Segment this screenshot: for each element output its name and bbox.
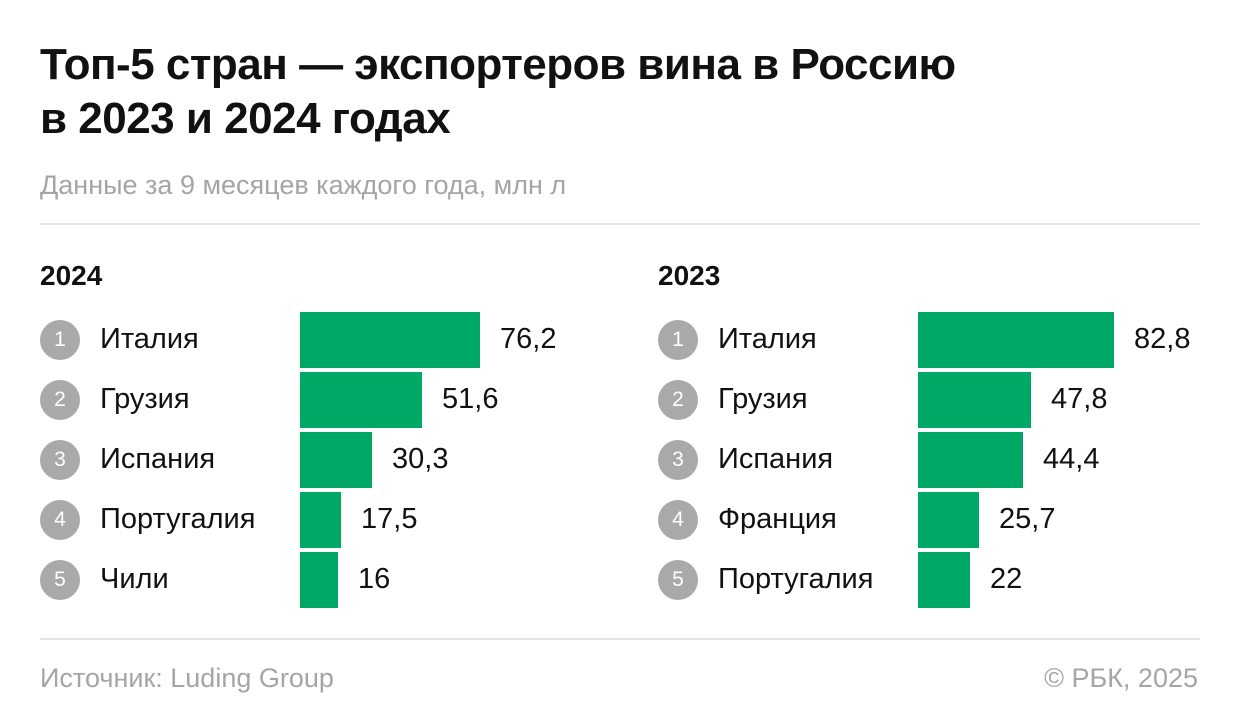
country-label: Италия xyxy=(718,323,817,355)
country-label: Италия xyxy=(100,323,199,355)
panel-2024: 2024 1 Италия 76,2 2 Грузия 51,6 3 Испания 30,3 4… xyxy=(40,250,600,620)
bar-2023-3 xyxy=(918,432,1023,488)
top-divider xyxy=(40,223,1200,225)
rank-badge: 1 xyxy=(40,320,80,360)
source-note: Источник: Luding Group xyxy=(40,663,334,693)
bar-row: 5 Чили 16 xyxy=(40,550,600,608)
value-label: 47,8 xyxy=(1051,383,1108,415)
bottom-divider xyxy=(40,638,1200,640)
panel-title-2024: 2024 xyxy=(40,260,103,291)
chart-subtitle: Данные за 9 месяцев каждого года, млн л xyxy=(40,170,567,200)
bar-row: 3 Испания 44,4 xyxy=(658,430,1218,488)
value-label: 17,5 xyxy=(361,503,418,535)
copyright-note: © РБК, 2025 xyxy=(1044,663,1198,693)
rank-badge: 3 xyxy=(40,440,80,480)
value-label: 44,4 xyxy=(1043,443,1100,475)
rank-badge: 5 xyxy=(658,560,698,600)
bar-2024-3 xyxy=(300,432,372,488)
bar-row: 2 Грузия 51,6 xyxy=(40,370,600,428)
rank-badge: 4 xyxy=(40,500,80,540)
country-label: Грузия xyxy=(100,383,190,415)
chart-title-line-1: Топ-5 стран — экспортеров вина в Россию xyxy=(40,40,956,89)
bar-row: 1 Италия 82,8 xyxy=(658,310,1218,368)
value-label: 30,3 xyxy=(392,443,449,475)
bar-row: 4 Португалия 17,5 xyxy=(40,490,600,548)
value-label: 51,6 xyxy=(442,383,499,415)
value-label: 25,7 xyxy=(999,503,1056,535)
bar-row: 5 Португалия 22 xyxy=(658,550,1218,608)
bar-row: 4 Франция 25,7 xyxy=(658,490,1218,548)
country-label: Грузия xyxy=(718,383,808,415)
country-label: Португалия xyxy=(718,563,874,595)
value-label: 22 xyxy=(990,563,1023,595)
value-label: 16 xyxy=(358,563,391,595)
rank-badge: 4 xyxy=(658,500,698,540)
country-label: Испания xyxy=(718,443,834,475)
rank-badge: 2 xyxy=(658,380,698,420)
country-label: Чили xyxy=(100,563,169,595)
rank-badge: 1 xyxy=(658,320,698,360)
bar-2024-5 xyxy=(300,552,338,608)
bar-2023-2 xyxy=(918,372,1031,428)
bar-row: 3 Испания 30,3 xyxy=(40,430,600,488)
rank-badge: 2 xyxy=(40,380,80,420)
chart-title-line-2: в 2023 и 2024 годах xyxy=(40,94,451,143)
country-label: Португалия xyxy=(100,503,256,535)
bar-2023-1 xyxy=(918,312,1114,368)
rank-badge: 5 xyxy=(40,560,80,600)
value-label: 82,8 xyxy=(1134,323,1191,355)
country-label: Франция xyxy=(718,503,837,535)
panel-title-2023: 2023 xyxy=(658,260,721,291)
value-label: 76,2 xyxy=(500,323,557,355)
bar-2024-2 xyxy=(300,372,422,428)
bar-2024-4 xyxy=(300,492,341,548)
bar-2023-4 xyxy=(918,492,979,548)
bar-2024-1 xyxy=(300,312,480,368)
bar-2023-5 xyxy=(918,552,970,608)
country-label: Испания xyxy=(100,443,216,475)
bar-row: 2 Грузия 47,8 xyxy=(658,370,1218,428)
panel-2023: 2023 1 Италия 82,8 2 Грузия 47,8 3 Испания 44,4 4… xyxy=(658,250,1218,620)
bar-row: 1 Италия 76,2 xyxy=(40,310,600,368)
rank-badge: 3 xyxy=(658,440,698,480)
chart-title: Топ-5 стран — экспортеров вина в Россию … xyxy=(40,38,1190,146)
